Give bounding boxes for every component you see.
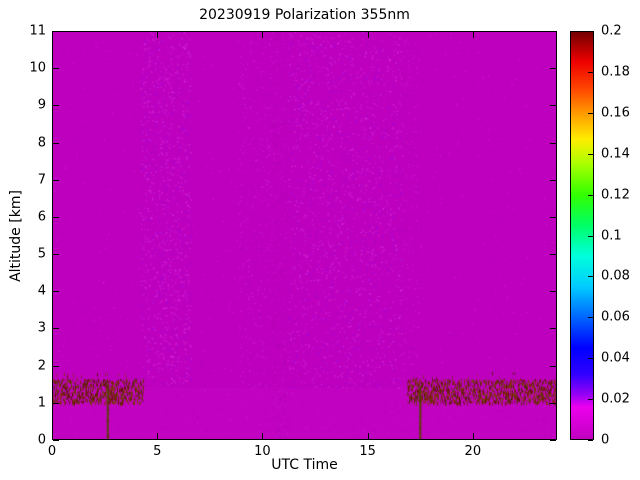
y-tick xyxy=(53,254,59,256)
x-tick-label: 20 xyxy=(464,444,482,459)
y-tick-label: 7 xyxy=(37,172,46,188)
x-tick-top xyxy=(157,32,159,38)
x-tick xyxy=(367,433,369,439)
y-tick-right xyxy=(550,365,556,367)
x-tick xyxy=(52,433,53,439)
y-tick-right xyxy=(550,291,556,293)
colorbar-tick-label: 0.16 xyxy=(601,105,630,121)
y-tick xyxy=(53,291,59,293)
x-tick xyxy=(262,433,264,439)
y-tick-right xyxy=(550,254,556,256)
heatmap-plot xyxy=(52,31,557,440)
y-tick xyxy=(53,440,59,441)
y-tick xyxy=(53,365,59,367)
x-tick-label: 0 xyxy=(47,444,57,459)
y-tick-label: 4 xyxy=(37,283,46,299)
y-tick-label: 5 xyxy=(37,246,46,262)
y-tick-label: 0 xyxy=(37,432,46,448)
y-tick-right xyxy=(550,179,556,181)
x-tick-label: 10 xyxy=(254,444,271,459)
colorbar-tick xyxy=(588,112,593,114)
y-tick-label: 2 xyxy=(37,358,46,374)
x-tick xyxy=(157,433,159,439)
colorbar-tick-label: 0.04 xyxy=(601,350,630,366)
y-tick xyxy=(53,68,59,70)
y-tick xyxy=(53,105,59,107)
y-tick-label: 8 xyxy=(37,135,46,151)
y-tick-right xyxy=(550,105,556,107)
chart-title: 20230919 Polarization 355nm xyxy=(199,7,410,23)
x-tick-top xyxy=(367,32,369,38)
y-tick-label: 9 xyxy=(37,97,46,113)
colorbar-tick-label: 0.2 xyxy=(601,23,622,39)
x-axis-label: UTC Time xyxy=(271,457,338,473)
y-tick-label: 6 xyxy=(37,209,46,225)
y-tick xyxy=(53,142,59,144)
x-tick-label: 15 xyxy=(359,444,376,459)
y-tick xyxy=(53,328,59,330)
colorbar-tick xyxy=(588,399,593,401)
colorbar-tick-label: 0.08 xyxy=(601,268,630,284)
colorbar-tick xyxy=(588,194,593,196)
y-tick-right xyxy=(550,142,556,144)
y-tick xyxy=(53,402,59,404)
y-tick-right xyxy=(550,216,556,218)
x-tick-top xyxy=(262,32,264,38)
colorbar-tick-label: 0.12 xyxy=(601,187,630,203)
colorbar-tick xyxy=(588,235,593,237)
colorbar-tick xyxy=(588,317,593,319)
colorbar-tick-label: 0.14 xyxy=(601,146,630,162)
x-tick-label: 5 xyxy=(153,444,162,459)
y-tick-label: 1 xyxy=(37,395,46,411)
y-tick xyxy=(53,179,59,181)
y-tick-label: 3 xyxy=(37,320,46,336)
colorbar-tick-label: 0.18 xyxy=(601,64,630,80)
x-tick xyxy=(472,433,474,439)
y-tick-label: 10 xyxy=(29,60,46,76)
x-tick-top xyxy=(52,32,53,38)
y-tick xyxy=(53,31,59,32)
colorbar-tick xyxy=(588,276,593,278)
colorbar-tick-label: 0 xyxy=(601,432,610,448)
colorbar-tick-label: 0.06 xyxy=(601,309,630,325)
colorbar-tick xyxy=(588,358,593,360)
y-tick-label: 11 xyxy=(29,23,46,39)
colorbar-tick xyxy=(588,440,593,441)
y-tick-right xyxy=(550,68,556,70)
colorbar-tick xyxy=(588,71,593,73)
y-tick-right xyxy=(550,440,556,441)
y-tick-right xyxy=(550,402,556,404)
colorbar-tick-label: 0.1 xyxy=(601,228,622,243)
y-tick-right xyxy=(550,31,556,32)
colorbar-tick xyxy=(588,153,593,155)
y-axis-label: Altitude [km] xyxy=(8,190,24,282)
colorbar-tick xyxy=(588,31,593,32)
x-tick-top xyxy=(472,32,474,38)
y-tick xyxy=(53,216,59,218)
y-tick-right xyxy=(550,328,556,330)
colorbar-tick-label: 0.02 xyxy=(601,391,630,407)
